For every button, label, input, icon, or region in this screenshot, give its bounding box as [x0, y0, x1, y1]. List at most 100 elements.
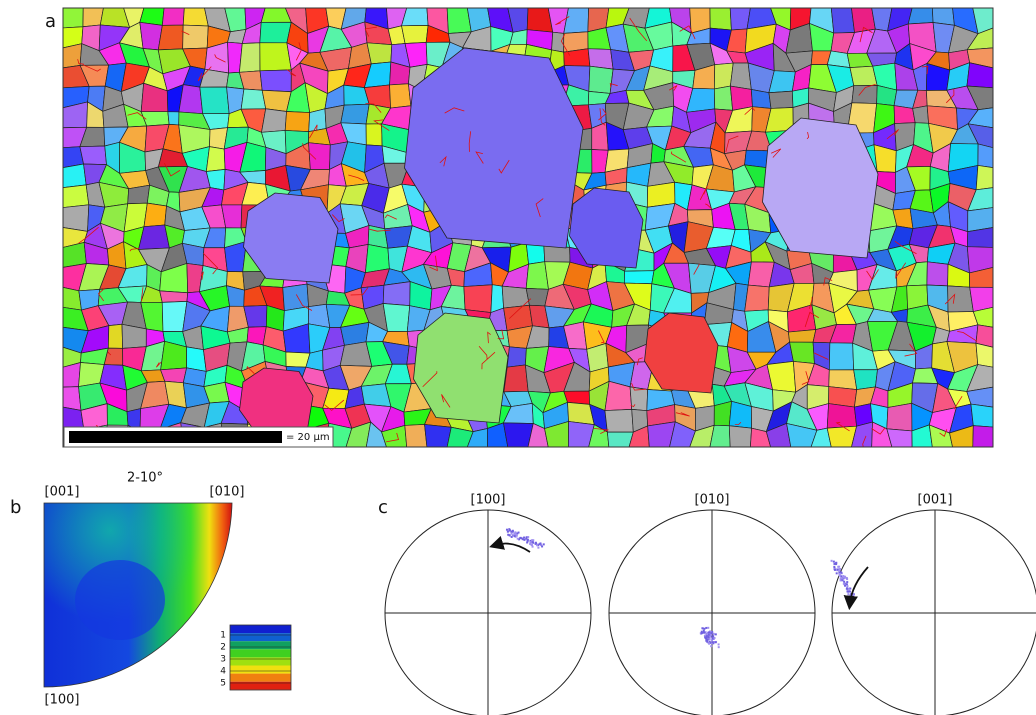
grain: [63, 362, 81, 388]
boundary: [164, 163, 181, 177]
legend-band: [230, 657, 291, 666]
grain: [972, 425, 993, 447]
grain: [588, 65, 614, 94]
pole-point: [838, 572, 841, 575]
pole-point: [708, 636, 711, 639]
grain: [709, 8, 732, 31]
pole-point: [532, 539, 535, 542]
corner-label: [010]: [210, 485, 245, 500]
boundary: [78, 226, 99, 244]
pole-point: [835, 563, 838, 566]
grain: [669, 421, 696, 447]
pole-point: [510, 532, 513, 535]
grain: [569, 187, 644, 269]
boundary: [384, 214, 397, 220]
pole-point: [514, 535, 517, 538]
grain: [966, 27, 993, 51]
pole-point: [713, 636, 716, 639]
grain: [966, 246, 993, 274]
ebsd-map: [63, 8, 993, 447]
grain: [967, 107, 993, 129]
pole-point: [526, 538, 529, 541]
legend-frame: [229, 624, 292, 691]
legend-label: 4: [220, 667, 226, 677]
grain: [160, 340, 187, 371]
boundary: [369, 228, 391, 232]
grain: [79, 145, 107, 165]
grain: [967, 187, 993, 212]
grain: [830, 8, 855, 34]
pole-point: [710, 642, 713, 645]
pole-point: [711, 641, 714, 644]
grain: [404, 47, 584, 249]
grain: [911, 424, 933, 447]
pole-point: [833, 568, 836, 571]
grain: [966, 85, 993, 111]
pole-point: [527, 536, 530, 539]
boundary: [82, 64, 101, 72]
grain: [689, 424, 715, 447]
panel-label: b: [10, 497, 21, 518]
boundary: [705, 203, 713, 210]
boundary: [866, 269, 879, 281]
pole-point: [846, 590, 849, 593]
pole-point: [534, 541, 537, 544]
boundary: [598, 108, 607, 121]
pole-point: [848, 590, 851, 593]
grain: [382, 281, 411, 307]
boundary: [859, 26, 873, 43]
boundary: [475, 151, 484, 164]
grain: [966, 62, 993, 89]
boundary: [481, 351, 496, 370]
grain: [259, 21, 292, 44]
boundary: [599, 108, 606, 126]
boundary: [508, 298, 532, 319]
boundary: [422, 371, 438, 388]
ipf-title: 2-10°: [127, 471, 163, 486]
grain: [63, 386, 82, 411]
ipf-outline: [43, 502, 233, 688]
boundary: [140, 287, 144, 302]
pole-point: [505, 528, 508, 531]
boundary: [886, 129, 899, 140]
grain: [644, 312, 719, 394]
boundary: [200, 271, 204, 280]
pole-point: [511, 529, 514, 532]
grain: [786, 422, 818, 447]
pole-point: [851, 597, 854, 600]
boundary: [894, 240, 917, 255]
pole-point: [706, 633, 709, 636]
boundary: [295, 294, 313, 311]
pole-point: [839, 577, 842, 580]
grain: [365, 421, 387, 447]
pole-point: [844, 576, 847, 579]
grain: [401, 24, 429, 44]
grain: [851, 421, 873, 447]
pole-point: [843, 580, 846, 583]
pole-point: [711, 637, 714, 640]
boundary: [679, 25, 696, 40]
boundary: [939, 429, 948, 437]
pole-point: [846, 581, 849, 584]
pole-point: [709, 635, 712, 638]
grain: [624, 270, 655, 285]
grain: [424, 424, 452, 447]
boundary: [630, 404, 636, 408]
pole-point: [853, 596, 856, 599]
pole-point: [510, 535, 513, 538]
panel-label: c: [378, 497, 388, 518]
pole-point: [710, 645, 713, 648]
pole-point: [845, 583, 848, 586]
grain: [308, 108, 327, 133]
boundary: [364, 26, 377, 37]
boundary: [286, 69, 297, 77]
boundary: [535, 198, 544, 218]
boundary: [804, 311, 819, 328]
boundary: [197, 66, 212, 82]
pole-point: [710, 639, 713, 642]
pole-point: [539, 542, 542, 545]
pole-point: [835, 561, 838, 564]
pole-point: [705, 626, 708, 629]
pole-figures: [100] [010] [001]: [384, 493, 1036, 715]
scale-label: = 20 µm: [286, 432, 330, 443]
